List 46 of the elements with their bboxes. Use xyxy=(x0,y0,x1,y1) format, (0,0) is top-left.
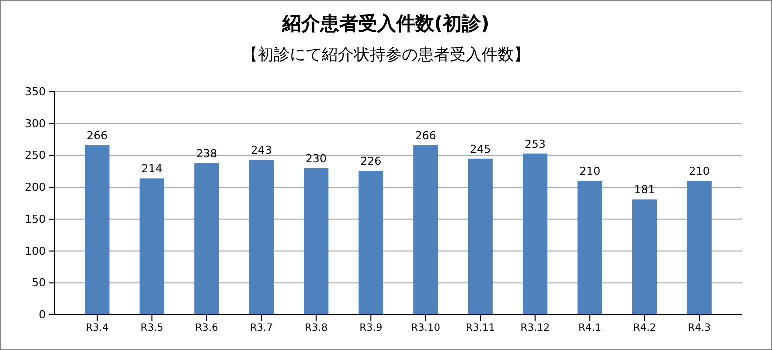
chart-subtitle: 【初診にて紹介状持参の患者受入件数】 xyxy=(242,45,530,64)
bar xyxy=(358,171,384,315)
x-tick-label: R3.7 xyxy=(250,323,274,334)
y-tick-label: 250 xyxy=(25,149,46,162)
y-tick-label: 50 xyxy=(32,276,46,290)
data-label: 214 xyxy=(142,162,163,176)
data-label: 238 xyxy=(196,147,218,160)
bar xyxy=(140,178,164,315)
bar xyxy=(85,146,110,315)
x-tick-label: R3.6 xyxy=(195,323,218,334)
y-tick-label: 200 xyxy=(25,181,46,194)
x-tick-label: R3.9 xyxy=(360,323,383,334)
bar xyxy=(578,181,602,315)
data-label: 243 xyxy=(251,144,272,158)
x-tick-label: R4.2 xyxy=(633,323,656,334)
bar xyxy=(687,181,712,315)
bar xyxy=(468,158,493,315)
bar xyxy=(249,160,274,315)
chart-title: 紹介患者受入件数(初診) xyxy=(281,13,490,35)
y-tick-label: 300 xyxy=(25,117,46,130)
y-tick-label: 150 xyxy=(25,212,46,226)
y-tick-label: 100 xyxy=(25,244,46,258)
bar xyxy=(304,168,329,315)
x-tick-label: R3.11 xyxy=(466,323,496,334)
x-tick-label: R3.8 xyxy=(304,323,328,334)
data-label: 210 xyxy=(689,165,710,178)
y-tick-label: 0 xyxy=(39,308,46,322)
x-tick-label: R3.5 xyxy=(140,323,164,334)
data-label: 245 xyxy=(470,142,492,156)
data-label: 226 xyxy=(360,155,382,168)
bar xyxy=(194,163,220,315)
x-tick-label: R3.12 xyxy=(520,323,550,334)
data-label: 181 xyxy=(634,184,656,197)
y-tick-label: 350 xyxy=(25,86,46,99)
data-label: 230 xyxy=(306,152,327,166)
bar xyxy=(523,154,548,315)
data-label: 266 xyxy=(415,130,436,143)
x-tick-label: R4.3 xyxy=(688,323,712,334)
x-tick-label: R3.10 xyxy=(411,323,440,334)
x-tick-label: R4.1 xyxy=(578,323,602,334)
data-label: 253 xyxy=(524,138,546,151)
bar xyxy=(414,146,438,315)
bar xyxy=(632,200,658,315)
x-tick-label: R3.4 xyxy=(86,323,109,334)
data-label: 210 xyxy=(580,165,601,178)
data-label: 266 xyxy=(86,130,108,143)
